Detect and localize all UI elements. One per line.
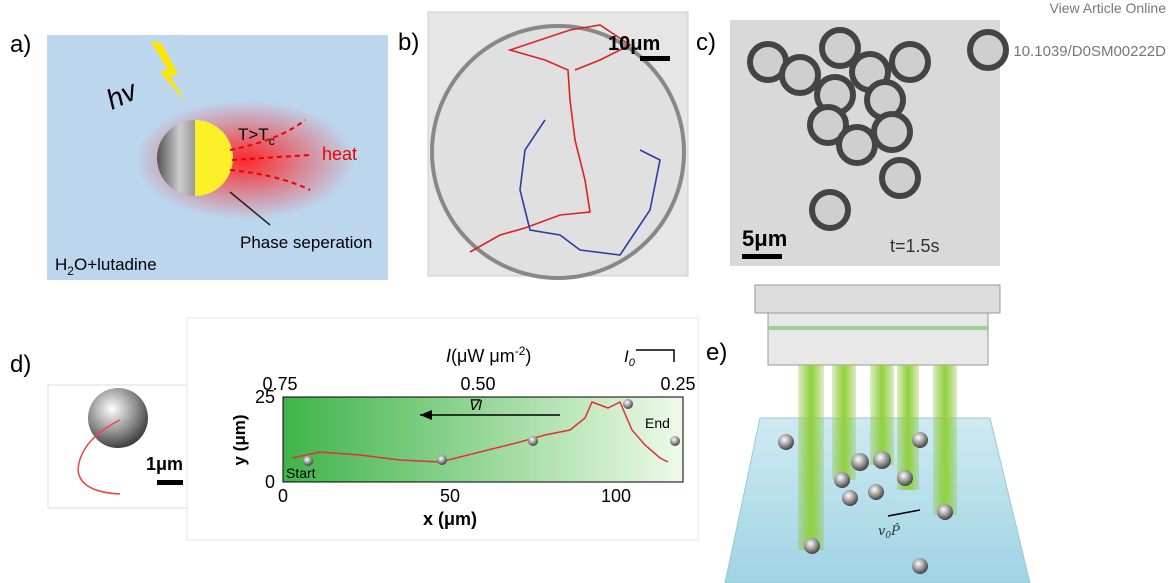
panel-label: d): [10, 351, 31, 378]
top-tick: 0.25: [660, 374, 695, 394]
panel-label: e): [706, 339, 727, 366]
figure: View Article Online DOI: 10.1039/D0SM002…: [0, 0, 1170, 583]
p: P̂: [890, 523, 900, 539]
t-sub: c: [269, 134, 275, 148]
phase: Phase seperation: [240, 233, 372, 252]
top-tick: 0.50: [460, 374, 495, 394]
close: ): [525, 346, 531, 366]
pool: [432, 26, 684, 278]
scale-bar: [742, 254, 782, 259]
y-tick: 25: [255, 387, 275, 407]
x-tick: 0: [278, 486, 288, 506]
gradient: ∇I: [468, 397, 482, 414]
x-tick: 50: [440, 486, 460, 506]
y-tick: 0: [265, 472, 275, 492]
scale-text: 5μm: [742, 226, 787, 251]
heat: heat: [322, 144, 357, 164]
x-axis-title: x (μm): [423, 509, 477, 529]
objective-top: [755, 285, 1000, 313]
i0-sub: 0: [629, 357, 636, 369]
t: T>T: [238, 125, 269, 144]
end: End: [645, 415, 670, 431]
panel-label: c): [696, 29, 716, 56]
particle: [88, 388, 148, 448]
scale-bar: [157, 480, 183, 485]
medium-rest: O+lutadine: [74, 255, 157, 274]
panel-label: b): [398, 29, 419, 56]
article-link[interactable]: View Article Online: [1050, 0, 1167, 16]
objective-ring: [768, 326, 988, 330]
exp: -2: [515, 344, 526, 358]
x-tick: 100: [601, 486, 631, 506]
scale-text: 10μm: [608, 33, 660, 55]
unit: (μW μm: [451, 346, 515, 366]
objective: [768, 313, 988, 365]
start: Start: [286, 465, 316, 481]
time: t=1.5s: [890, 236, 940, 256]
panel-label: a): [10, 31, 31, 58]
h: H: [55, 255, 67, 274]
y-axis-title: y (μm): [230, 414, 249, 465]
scale-bar: [640, 56, 670, 61]
scale-text: 1μm: [146, 454, 183, 474]
